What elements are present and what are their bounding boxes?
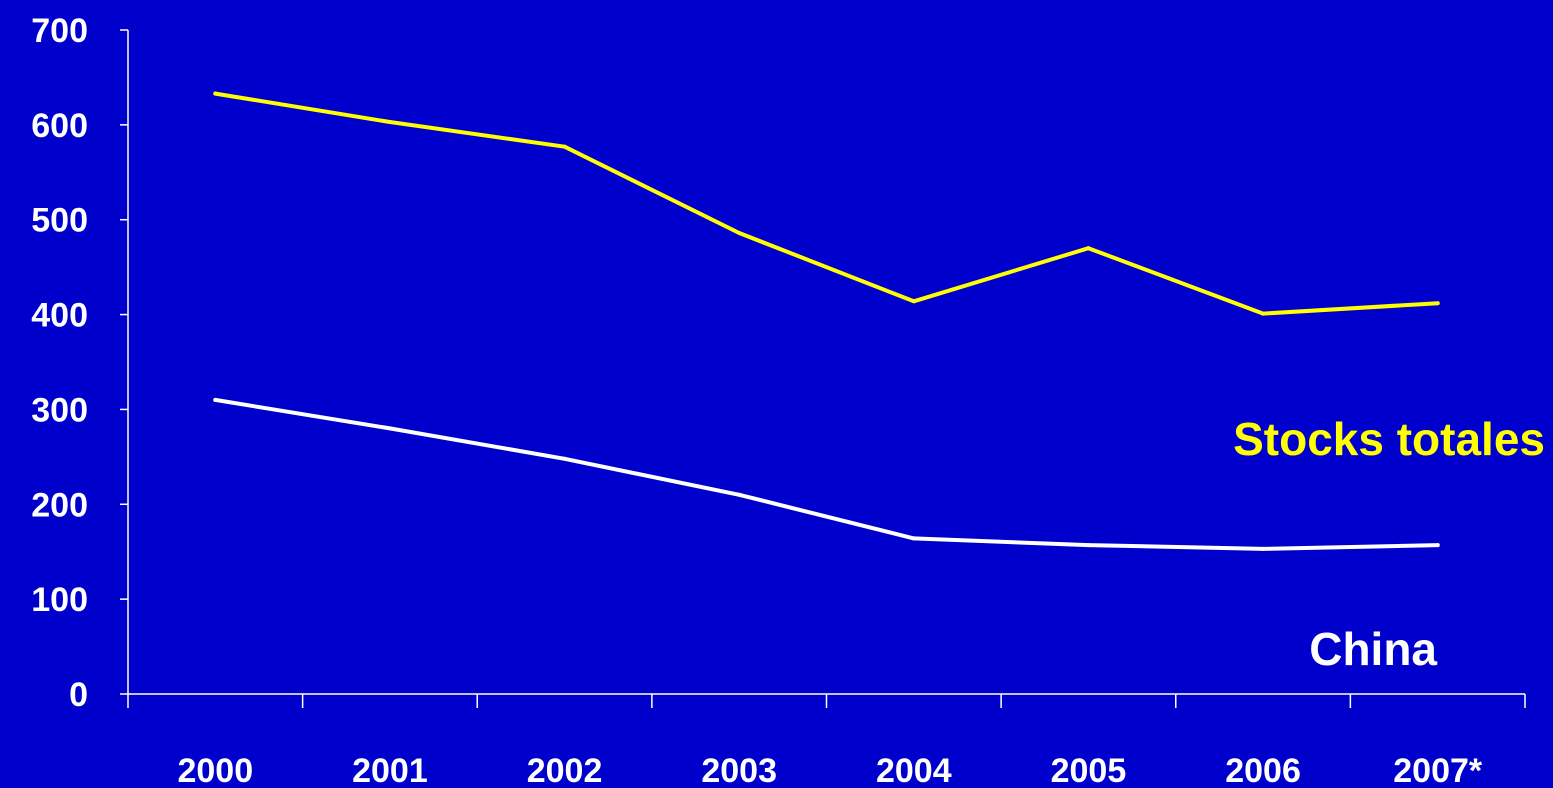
data-point-stocks-totales bbox=[1086, 246, 1091, 251]
series-line-stocks-totales bbox=[213, 91, 1440, 316]
series-label-china: China bbox=[1309, 623, 1437, 675]
data-point-china bbox=[1086, 543, 1091, 548]
data-point-stocks-totales bbox=[737, 230, 742, 235]
x-tick-label: 2001 bbox=[352, 752, 428, 788]
series-line-china bbox=[213, 397, 1440, 551]
y-tick-label: 200 bbox=[31, 486, 88, 524]
y-tick-label: 0 bbox=[69, 676, 88, 714]
data-point-china bbox=[1261, 546, 1266, 551]
y-tick-label: 400 bbox=[31, 297, 88, 335]
series-layer bbox=[213, 91, 1440, 551]
y-tick-label: 600 bbox=[31, 107, 88, 145]
x-tick-label: 2000 bbox=[177, 752, 253, 788]
data-point-stocks-totales bbox=[911, 299, 916, 304]
x-tick-label: 2005 bbox=[1051, 752, 1127, 788]
series-label-stocks-totales: Stocks totales bbox=[1233, 413, 1545, 465]
x-tick-label: 2003 bbox=[701, 752, 777, 788]
data-point-china bbox=[387, 426, 392, 431]
data-point-china bbox=[737, 492, 742, 497]
data-point-stocks-totales bbox=[562, 144, 567, 149]
x-tick-label: 2002 bbox=[527, 752, 603, 788]
data-point-china bbox=[911, 536, 916, 541]
data-point-stocks-totales bbox=[213, 91, 218, 96]
x-tick-label: 2006 bbox=[1225, 752, 1301, 788]
y-tick-label: 700 bbox=[31, 12, 88, 50]
x-tick-label: 2004 bbox=[876, 752, 952, 788]
y-tick-label: 300 bbox=[31, 391, 88, 429]
data-point-china bbox=[562, 456, 567, 461]
data-point-china bbox=[213, 397, 218, 402]
y-tick-label: 500 bbox=[31, 202, 88, 240]
x-axis: 2000 2001 2002 2003 2004 2005 2006 2007* bbox=[127, 693, 1526, 788]
y-tick-label: 100 bbox=[31, 581, 88, 619]
y-axis: 0 100 200 300 400 500 600 700 bbox=[31, 12, 129, 714]
x-tick-label: 2007* bbox=[1393, 752, 1483, 788]
data-point-stocks-totales bbox=[1435, 301, 1440, 306]
data-point-china bbox=[1435, 543, 1440, 548]
data-point-stocks-totales bbox=[387, 120, 392, 125]
data-point-stocks-totales bbox=[1261, 311, 1266, 316]
